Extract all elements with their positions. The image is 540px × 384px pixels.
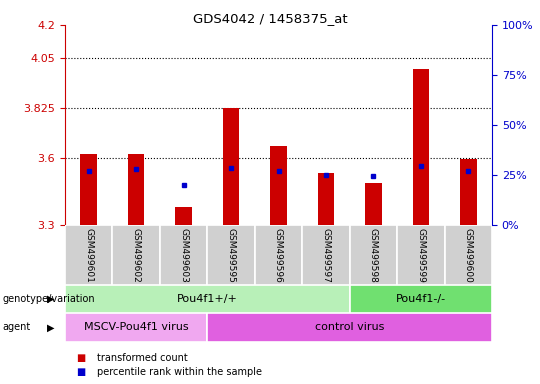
Bar bbox=[80, 154, 97, 225]
Bar bbox=[65, 285, 350, 313]
Bar bbox=[365, 183, 382, 225]
Text: GSM499602: GSM499602 bbox=[132, 228, 140, 283]
Bar bbox=[112, 225, 160, 285]
Bar bbox=[176, 207, 192, 225]
Bar bbox=[207, 225, 255, 285]
Bar bbox=[255, 225, 302, 285]
Text: ■: ■ bbox=[76, 353, 85, 363]
Bar bbox=[128, 154, 145, 225]
Text: ■: ■ bbox=[76, 367, 85, 377]
Bar bbox=[223, 108, 239, 225]
Text: percentile rank within the sample: percentile rank within the sample bbox=[97, 367, 262, 377]
Text: genotype/variation: genotype/variation bbox=[3, 294, 96, 304]
Bar bbox=[460, 159, 477, 225]
Bar bbox=[413, 70, 429, 225]
Text: GSM499600: GSM499600 bbox=[464, 228, 473, 283]
Text: GSM499596: GSM499596 bbox=[274, 228, 283, 283]
Text: GSM499597: GSM499597 bbox=[321, 228, 330, 283]
Text: ▶: ▶ bbox=[46, 294, 54, 304]
Text: GDS4042 / 1458375_at: GDS4042 / 1458375_at bbox=[193, 12, 347, 25]
Text: agent: agent bbox=[3, 323, 31, 333]
Bar bbox=[302, 225, 350, 285]
Bar bbox=[444, 225, 492, 285]
Bar bbox=[65, 225, 112, 285]
Text: MSCV-Pou4f1 virus: MSCV-Pou4f1 virus bbox=[84, 323, 188, 333]
Text: GSM499603: GSM499603 bbox=[179, 228, 188, 283]
Text: GSM499598: GSM499598 bbox=[369, 228, 378, 283]
Bar bbox=[350, 225, 397, 285]
Bar bbox=[397, 225, 444, 285]
Text: GSM499599: GSM499599 bbox=[416, 228, 426, 283]
Bar bbox=[207, 313, 492, 342]
Text: GSM499595: GSM499595 bbox=[227, 228, 235, 283]
Text: ▶: ▶ bbox=[46, 323, 54, 333]
Bar bbox=[318, 173, 334, 225]
Text: control virus: control virus bbox=[315, 323, 384, 333]
Text: GSM499601: GSM499601 bbox=[84, 228, 93, 283]
Text: Pou4f1-/-: Pou4f1-/- bbox=[396, 294, 446, 304]
Bar bbox=[350, 285, 492, 313]
Text: Pou4f1+/+: Pou4f1+/+ bbox=[177, 294, 238, 304]
Bar bbox=[270, 146, 287, 225]
Text: transformed count: transformed count bbox=[97, 353, 188, 363]
Bar bbox=[65, 313, 207, 342]
Bar bbox=[160, 225, 207, 285]
